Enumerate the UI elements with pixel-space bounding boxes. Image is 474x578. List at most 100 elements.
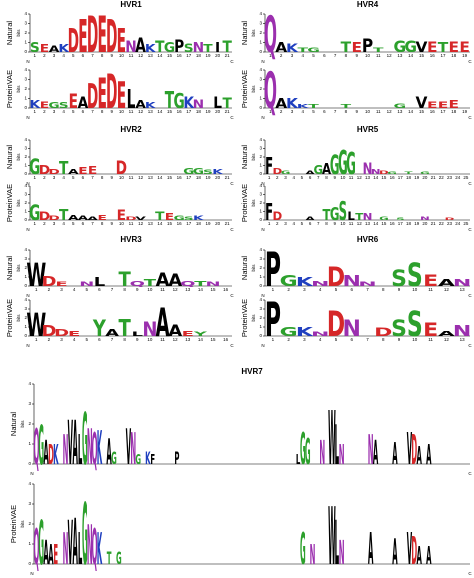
x-tick-label: 1 xyxy=(34,221,37,226)
logo-letter: E xyxy=(427,39,438,56)
x-tick-label: 1 xyxy=(34,53,37,58)
y-tick-label: 2 xyxy=(259,200,262,205)
x-tick-label: 12 xyxy=(138,221,144,226)
x-tick-label: 16 xyxy=(430,53,436,58)
logo-letter: T xyxy=(107,548,112,568)
y-tick-label: 1 xyxy=(24,40,27,45)
logo-letter: N xyxy=(339,534,345,573)
logo-letter: N xyxy=(125,38,136,56)
x-tick-label: 8 xyxy=(101,109,104,114)
x-tick-label: 5 xyxy=(72,53,75,58)
logo-letter: N xyxy=(193,98,204,112)
logo-letter: S xyxy=(391,316,407,342)
logo-letter: N xyxy=(311,279,329,288)
y-axis-label: bits xyxy=(16,314,21,322)
x-tick-label: 15 xyxy=(167,53,173,58)
y-tick-label: 1 xyxy=(259,209,262,214)
logo-letter: E xyxy=(165,211,174,222)
x-tick-label: 9 xyxy=(355,53,358,58)
logo-letter: K xyxy=(53,438,59,471)
row-label: ProteinVAE xyxy=(5,70,14,108)
logo-letter: D xyxy=(54,328,69,339)
x-tick-label: 14 xyxy=(157,53,163,58)
x-tick-label: 2 xyxy=(48,287,51,292)
logo-letter: W xyxy=(328,396,336,482)
x-tick-label: 22 xyxy=(439,175,445,180)
logo-letter: Q xyxy=(180,280,196,289)
x-tick-label: 18 xyxy=(406,221,412,226)
x-tick-label: 14 xyxy=(373,175,379,180)
x-tick-label: 11 xyxy=(349,175,354,180)
logo-letter: N xyxy=(193,41,205,56)
x-tick-label: 10 xyxy=(119,175,125,180)
logo-letter: S xyxy=(59,101,69,110)
x-tick-label: 7 xyxy=(366,287,369,292)
panel-title: HVR6 xyxy=(357,235,379,244)
x-tick-label: 6 xyxy=(323,109,326,114)
x-tick-label: 14 xyxy=(157,109,163,114)
y-tick-label: 3 xyxy=(24,21,27,26)
logo-letter: K xyxy=(97,421,103,476)
logo-letter: A xyxy=(426,438,432,471)
y-tick-label: 1 xyxy=(259,163,262,168)
logo-letter: G xyxy=(38,509,44,578)
logo-letter: K xyxy=(29,99,40,111)
logo-letter: Q xyxy=(92,519,98,576)
x-tick-label: 5 xyxy=(72,221,75,226)
x-tick-label: 2 xyxy=(280,53,283,58)
x-tick-label: 12 xyxy=(387,53,393,58)
logo-letter: A xyxy=(106,432,111,474)
logo-letter: A xyxy=(43,534,49,573)
logo-letter: L xyxy=(132,331,144,338)
y-tick-label: 4 xyxy=(259,183,262,188)
y-tick-label: 4 xyxy=(24,11,27,16)
y-tick-label: 0 xyxy=(24,217,27,222)
y-tick-label: 4 xyxy=(28,381,31,386)
c-terminus: C xyxy=(468,571,472,576)
logo-letter: G xyxy=(305,432,311,474)
y-axis-label: bits xyxy=(251,199,256,207)
x-tick-label: 4 xyxy=(73,287,76,292)
logo-letter: E xyxy=(117,75,126,117)
logo-letter: D xyxy=(411,529,417,574)
logo-letter: Q xyxy=(264,62,277,120)
x-tick-label: 24 xyxy=(455,175,461,180)
y-tick-label: 2 xyxy=(259,265,262,270)
x-tick-label: 6 xyxy=(309,175,312,180)
n-terminus: N xyxy=(26,181,29,186)
row-label: Natural xyxy=(5,145,14,170)
x-tick-label: 12 xyxy=(357,175,363,180)
y-tick-label: 0 xyxy=(28,461,31,466)
row-label: Natural xyxy=(240,145,249,170)
x-tick-label: 9 xyxy=(111,53,114,58)
n-terminus: N xyxy=(261,59,264,64)
logo-letter: D xyxy=(272,209,282,223)
x-tick-label: 8 xyxy=(325,175,328,180)
logo-letter: T xyxy=(341,103,352,109)
x-tick-label: 9 xyxy=(111,175,114,180)
x-tick-label: 7 xyxy=(317,175,320,180)
logo-letter: A xyxy=(68,214,79,222)
row-label: Natural xyxy=(240,256,249,281)
y-axis-label: bits xyxy=(16,29,21,37)
x-tick-label: 21 xyxy=(225,175,231,180)
logo-letter: G xyxy=(29,202,40,226)
logo-letter: W xyxy=(26,258,46,295)
y-tick-label: 1 xyxy=(259,274,262,279)
logo-letter: F xyxy=(150,451,155,467)
x-tick-label: 15 xyxy=(419,109,425,114)
x-tick-label: 1 xyxy=(272,337,275,342)
x-tick-label: 23 xyxy=(447,175,453,180)
y-tick-label: 4 xyxy=(24,297,27,302)
logo-letter: A xyxy=(68,168,79,176)
y-tick-label: 0 xyxy=(259,49,262,54)
logo-letter: A xyxy=(168,322,183,341)
logo-letter: S xyxy=(396,217,404,221)
logo-letter: G xyxy=(280,325,298,340)
x-tick-label: 1 xyxy=(34,175,37,180)
x-tick-label: 16 xyxy=(223,287,229,292)
logo-letter: D xyxy=(48,438,54,471)
logo-letter: E xyxy=(53,538,58,571)
logo-letter: G xyxy=(313,163,323,178)
logo-letter: Q xyxy=(33,419,39,476)
